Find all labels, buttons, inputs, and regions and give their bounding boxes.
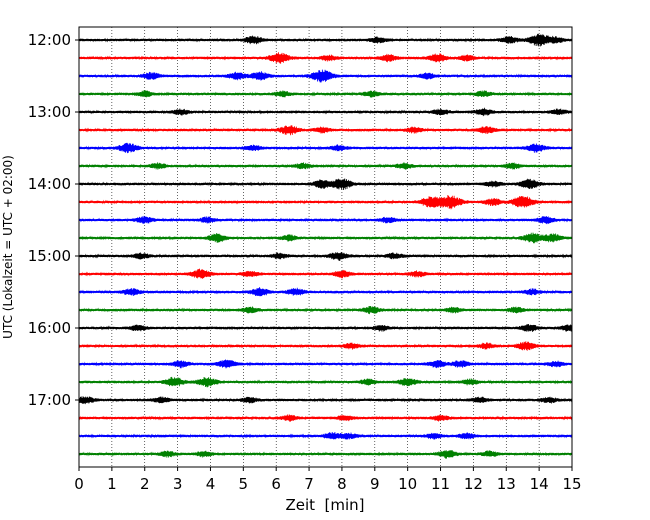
trace-1300 <box>78 107 573 117</box>
trace-1415 <box>78 194 573 210</box>
x-tick-label: 11 <box>431 475 450 493</box>
trace-1315 <box>78 125 573 136</box>
trace-1730 <box>78 431 573 440</box>
x-axis-label: Zeit [min] <box>285 496 364 514</box>
x-tick-label: 12 <box>464 475 483 493</box>
x-tick-label: 14 <box>530 475 549 493</box>
trace-1345 <box>78 162 573 170</box>
y-tick-label: 16:00 <box>28 319 71 337</box>
trace-1615 <box>78 341 573 351</box>
y-axis-label: UTC (Lokalzeit = UTC + 02:00) <box>1 155 15 339</box>
trace-1700 <box>78 396 573 405</box>
trace-1715 <box>78 414 573 422</box>
trace-1500 <box>78 251 573 261</box>
x-tick-label: 13 <box>497 475 516 493</box>
x-tick-label: 15 <box>562 475 581 493</box>
trace-1430 <box>78 215 573 225</box>
trace-1200 <box>78 33 573 47</box>
x-tick-label: 9 <box>370 475 380 493</box>
x-tick-label: 10 <box>398 475 417 493</box>
trace-1530 <box>78 287 573 297</box>
y-tick-label: 15:00 <box>28 247 71 265</box>
x-tick-label: 5 <box>239 475 249 493</box>
trace-1445 <box>78 232 573 244</box>
x-tick-label: 0 <box>74 475 84 493</box>
trace-1215 <box>78 52 573 64</box>
y-axis-ticks: 12:00 13:00 14:00 15:00 16:00 17:00 <box>28 31 79 409</box>
seismic-traces <box>78 33 573 459</box>
x-tick-label: 2 <box>140 475 150 493</box>
trace-1330 <box>78 142 573 154</box>
x-axis-ticks: 0 1 2 3 4 5 6 7 8 9 10 11 12 13 14 15 <box>74 467 582 493</box>
x-tick-label: 6 <box>271 475 281 493</box>
trace-1230 <box>78 69 573 83</box>
y-tick-label: 17:00 <box>28 391 71 409</box>
trace-1630 <box>78 359 573 369</box>
plot-frame <box>78 26 573 468</box>
y-tick-label: 14:00 <box>28 175 71 193</box>
trace-1515 <box>78 268 573 279</box>
x-tick-label: 3 <box>173 475 183 493</box>
x-tick-label: 8 <box>337 475 347 493</box>
x-tick-label: 1 <box>107 475 117 493</box>
vertical-grid <box>111 27 540 467</box>
trace-1545 <box>78 306 573 315</box>
y-tick-label: 12:00 <box>28 31 71 49</box>
trace-1745 <box>78 449 573 459</box>
y-tick-label: 13:00 <box>28 103 71 121</box>
x-tick-label: 7 <box>304 475 314 493</box>
trace-1645 <box>78 376 573 388</box>
x-tick-label: 4 <box>206 475 216 493</box>
trace-1400 <box>78 178 573 190</box>
trace-1600 <box>78 324 573 332</box>
plot-background <box>79 27 572 467</box>
trace-1245 <box>78 90 573 98</box>
